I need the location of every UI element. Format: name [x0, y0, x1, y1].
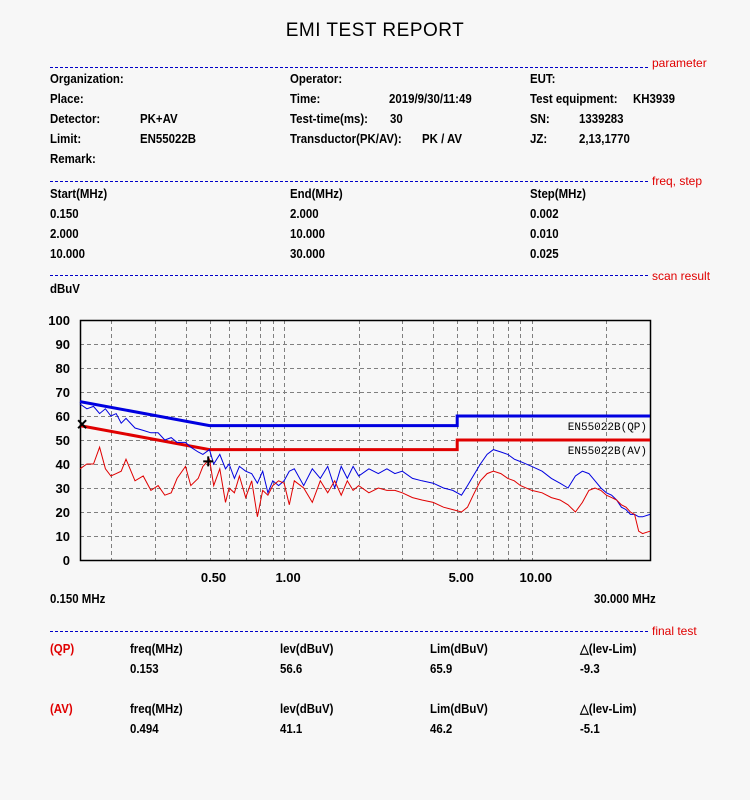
test-equipment-value: KH3939 [633, 91, 675, 106]
qp-header-delta: △(lev-Lim) [580, 641, 637, 656]
sn-label: SN: [530, 111, 550, 126]
sn-value: 1339283 [579, 111, 624, 126]
separator-freq-step [50, 181, 648, 182]
qp-header-lev: lev(dBuV) [280, 641, 334, 656]
y-tick-label: 90 [56, 337, 70, 352]
x-axis-start-label: 0.150 MHz [50, 591, 106, 606]
separator-final-test [50, 631, 648, 632]
section-label-parameter: parameter [652, 56, 707, 70]
jz-label: JZ: [530, 131, 548, 146]
freq-row-3-start: 10.000 [50, 246, 85, 261]
legend-qp: EN55022B(QP) [568, 422, 647, 434]
y-tick-label: 50 [56, 433, 70, 448]
scan-trace-av [79, 445, 651, 535]
av-header-lev: lev(dBuV) [280, 701, 334, 716]
report-title: EMI TEST REPORT [285, 20, 465, 41]
time-value: 2019/9/30/11:49 [389, 91, 472, 106]
y-tick-label: 60 [56, 409, 70, 424]
limit-label: Limit: [50, 131, 82, 146]
freq-row-2-start: 2.000 [50, 226, 79, 241]
freq-header-end: End(MHz) [290, 186, 343, 201]
freq-row-3-step: 0.025 [530, 246, 559, 261]
detector-value: PK+AV [140, 111, 178, 126]
jz-value: 2,13,1770 [579, 131, 630, 146]
av-lev-value: 41.1 [280, 721, 303, 736]
av-freq-value: 0.494 [130, 721, 159, 736]
av-tag: (AV) [50, 701, 73, 716]
place-label: Place: [50, 91, 84, 106]
test-equipment-label: Test equipment: [530, 91, 618, 106]
limit-line-av [79, 424, 650, 452]
av-header-freq: freq(MHz) [130, 701, 183, 716]
av-delta-value: -5.1 [580, 721, 600, 736]
y-tick-label: 100 [48, 313, 70, 328]
separator-parameter [50, 67, 648, 68]
av-header-lim: Lim(dBuV) [430, 701, 488, 716]
qp-lev-value: 56.6 [280, 661, 303, 676]
x-tick-label: 5.00 [449, 570, 474, 585]
section-label-final-test: final test [652, 624, 697, 638]
freq-row-2-step: 0.010 [530, 226, 559, 241]
organization-label: Organization: [50, 71, 124, 86]
operator-label: Operator: [290, 71, 343, 86]
y-axis-unit: dBuV [50, 281, 80, 296]
x-tick-label: 1.00 [275, 570, 300, 585]
av-header-delta: △(lev-Lim) [580, 701, 637, 716]
remark-label: Remark: [50, 151, 96, 166]
freq-row-3-end: 30.000 [290, 246, 325, 261]
transductor-label: Transductor(PK/AV): [290, 131, 402, 146]
y-tick-label: 20 [56, 505, 70, 520]
section-label-scan-result: scan result [652, 269, 711, 283]
qp-delta-value: -9.3 [580, 661, 600, 676]
test-time-label: Test-time(ms): [290, 111, 368, 126]
qp-lim-value: 65.9 [430, 661, 453, 676]
qp-tag: (QP) [50, 641, 75, 656]
time-label: Time: [290, 91, 321, 106]
y-tick-label: 70 [56, 385, 70, 400]
y-tick-label: 10 [56, 529, 70, 544]
limit-value: EN55022B [140, 131, 196, 146]
y-tick-label: 0 [63, 553, 70, 568]
qp-header-freq: freq(MHz) [130, 641, 183, 656]
y-tick-label: 40 [56, 457, 70, 472]
y-tick-label: 30 [56, 481, 70, 496]
qp-header-lim: Lim(dBuV) [430, 641, 488, 656]
freq-row-2-end: 10.000 [290, 226, 325, 241]
section-label-freq-step: freq, step [652, 174, 703, 188]
test-time-value: 30 [390, 111, 403, 126]
x-tick-label: 10.00 [520, 570, 553, 585]
separator-scan-result [50, 275, 648, 276]
freq-row-1-end: 2.000 [290, 206, 319, 221]
plot-border [79, 319, 652, 562]
freq-header-start: Start(MHz) [50, 186, 108, 201]
limit-line-qp [79, 400, 650, 428]
y-tick-label: 80 [56, 361, 70, 376]
freq-row-1-step: 0.002 [530, 206, 559, 221]
marker-qp-x-icon [77, 419, 87, 429]
marker-av-plus-icon [203, 456, 214, 467]
eut-label: EUT: [530, 71, 556, 86]
freq-row-1-start: 0.150 [50, 206, 79, 221]
freq-header-step: Step(MHz) [530, 186, 586, 201]
transductor-value: PK / AV [422, 131, 463, 146]
x-axis-end-label: 30.000 MHz [594, 591, 656, 606]
scan-trace-pk [79, 403, 651, 518]
qp-freq-value: 0.153 [130, 661, 159, 676]
av-lim-value: 46.2 [430, 721, 453, 736]
legend-av: EN55022B(AV) [568, 446, 647, 458]
x-tick-label: 0.50 [201, 570, 226, 585]
detector-label: Detector: [50, 111, 101, 126]
